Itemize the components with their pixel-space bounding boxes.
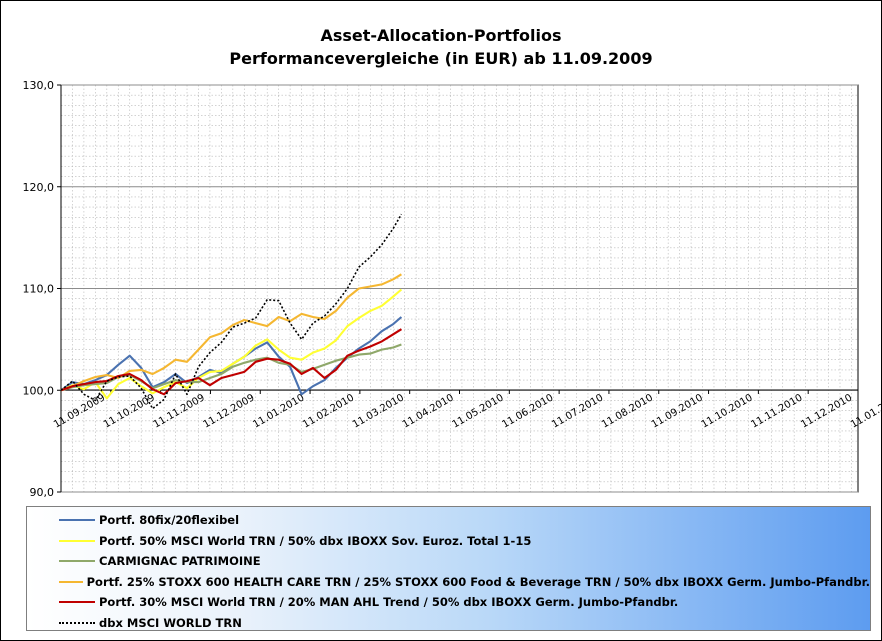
- y-tick-label: 120,0: [23, 181, 55, 194]
- legend-swatch: [59, 560, 95, 563]
- y-tick-label: 110,0: [23, 283, 55, 296]
- legend-label: dbx MSCI WORLD TRN: [99, 615, 242, 630]
- legend-item-2: Portf. 50% MSCI World TRN / 50% dbx IBOX…: [59, 531, 870, 552]
- y-tick-label: 130,0: [23, 79, 55, 92]
- legend: Portf. 80fix/20flexibel Portf. 50% MSCI W…: [26, 506, 871, 631]
- series-line-4: [60, 273, 402, 392]
- legend-item-6: dbx MSCI WORLD TRN: [59, 613, 870, 634]
- legend-label: Portf. 80fix/20flexibel: [99, 513, 240, 528]
- grid: [61, 84, 858, 493]
- legend-item-4: Portf. 25% STOXX 600 HEALTH CARE TRN / 2…: [59, 572, 870, 593]
- chart-title: Asset-Allocation-Portfolios: [320, 26, 561, 45]
- legend-label: Portf. 50% MSCI World TRN / 50% dbx IBOX…: [99, 533, 532, 548]
- legend-swatch: [59, 621, 95, 624]
- legend-swatch: [59, 519, 95, 522]
- legend-label: CARMIGNAC PATRIMOINE: [99, 554, 261, 569]
- legend-item-5: Portf. 30% MSCI World TRN / 20% MAN AHL …: [59, 592, 870, 613]
- legend-item-1: Portf. 80fix/20flexibel: [59, 510, 870, 531]
- series-lines: [60, 213, 403, 410]
- legend-label: Portf. 25% STOXX 600 HEALTH CARE TRN / 2…: [86, 574, 870, 589]
- y-tick-label: 90,0: [30, 486, 55, 499]
- legend-swatch: [59, 580, 83, 583]
- series-line-5: [60, 328, 402, 396]
- chart-subtitle: Performancevergleiche (in EUR) ab 11.09.…: [229, 49, 652, 68]
- legend-swatch: [59, 601, 95, 604]
- legend-swatch: [59, 539, 95, 542]
- series-line-2: [60, 288, 403, 400]
- legend-item-3: CARMIGNAC PATRIMOINE: [59, 551, 870, 572]
- legend-label: Portf. 30% MSCI World TRN / 20% MAN AHL …: [99, 595, 679, 610]
- y-tick-label: 100,0: [23, 384, 55, 397]
